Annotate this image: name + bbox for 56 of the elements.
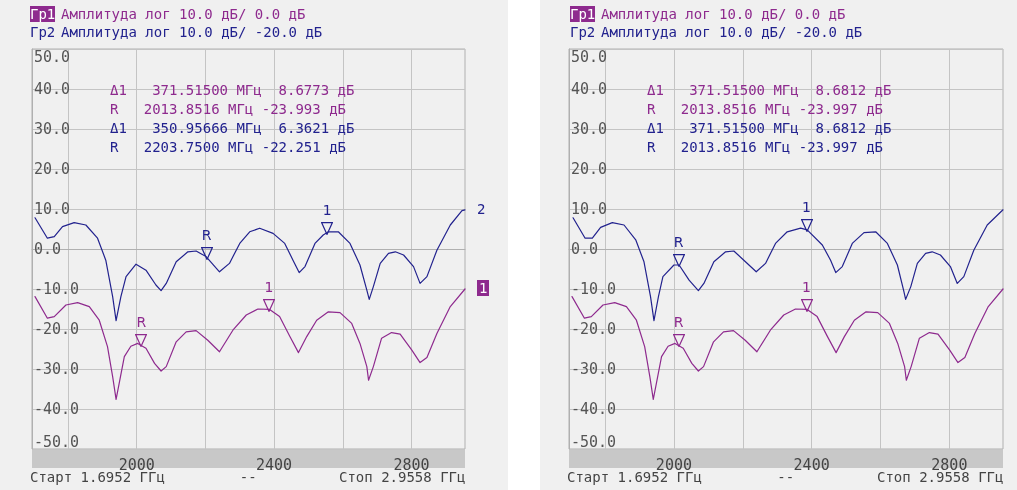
text: Старт 1.6952 ГГц (30, 469, 165, 485)
y-tick-label: -50.0 (571, 432, 617, 451)
y-tick-label: 10.0 (571, 200, 608, 218)
y-tick-label: 20.0 (34, 160, 71, 178)
y-tick-label: -50.0 (34, 432, 80, 451)
text: Амплитуда лог 10.0 дБ/ -20.0 дБ (61, 24, 323, 40)
text: -- (239, 469, 257, 485)
text: Гр2 (570, 24, 596, 40)
y-tick-label: -40.0 (34, 400, 80, 418)
x-tick-label: 2400 (256, 455, 293, 474)
annotation: R (201, 227, 212, 243)
y-tick-label: -20.0 (571, 320, 617, 338)
text: Амплитуда лог 10.0 дБ/ 0.0 дБ (61, 6, 306, 22)
y-tick-label: 50.0 (571, 47, 608, 66)
text: 2 (477, 200, 486, 217)
y-tick-label: 30.0 (34, 120, 71, 138)
y-tick-label: 40.0 (571, 80, 608, 98)
annotation: Δ1 350.95666 МГц 6.3621 дБ (110, 120, 355, 136)
y-tick-label: 50.0 (34, 47, 71, 66)
y-tick-label: 0.0 (571, 240, 599, 258)
annotation: R 2013.8516 МГц -23.997 дБ (647, 101, 884, 117)
annotation: 1 (802, 279, 812, 296)
y-tick-label: -10.0 (34, 280, 80, 298)
y-tick-label: -10.0 (571, 280, 617, 298)
text: -- (777, 469, 795, 485)
annotation: R 2203.7500 МГц -22.251 дБ (110, 139, 347, 155)
annotation: R (673, 314, 684, 330)
y-tick-label: -30.0 (34, 360, 80, 378)
y-tick-label: 10.0 (34, 200, 71, 218)
y-tick-label: 20.0 (571, 160, 608, 178)
y-tick-label: 0.0 (34, 240, 62, 258)
annotation: R (673, 234, 684, 250)
text: Старт 1.6952 ГГц (567, 469, 702, 485)
annotation: 1 (322, 201, 332, 218)
text: Амплитуда лог 10.0 дБ/ -20.0 дБ (601, 24, 863, 40)
y-tick-label: 40.0 (34, 80, 71, 98)
text: Гр1 (30, 6, 56, 22)
text: 1 (477, 280, 490, 296)
annotation: 1 (802, 199, 812, 216)
y-tick-label: -40.0 (571, 400, 617, 418)
annotation: R (136, 313, 147, 330)
text: Гр1 (570, 6, 596, 22)
y-tick-label: 30.0 (571, 120, 608, 138)
text: Гр2 (30, 24, 56, 40)
annotation: 1 (264, 279, 274, 296)
y-tick-label: -30.0 (571, 360, 617, 378)
annotation: R 2013.8516 МГц -23.997 дБ (647, 139, 884, 155)
text: Стоп 2.9558 ГГц (877, 469, 1004, 485)
annotation: R 2013.8516 МГц -23.993 дБ (110, 101, 347, 117)
annotation: Δ1 371.51500 МГц 8.6773 дБ (110, 82, 355, 98)
x-tick-label: 2400 (793, 455, 830, 474)
text: Стоп 2.9558 ГГц (339, 469, 466, 485)
y-tick-label: -20.0 (34, 320, 80, 338)
text: Амплитуда лог 10.0 дБ/ 0.0 дБ (601, 6, 846, 22)
annotation: Δ1 371.51500 МГц 8.6812 дБ (647, 120, 892, 136)
annotation: Δ1 371.51500 МГц 8.6812 дБ (647, 82, 892, 98)
